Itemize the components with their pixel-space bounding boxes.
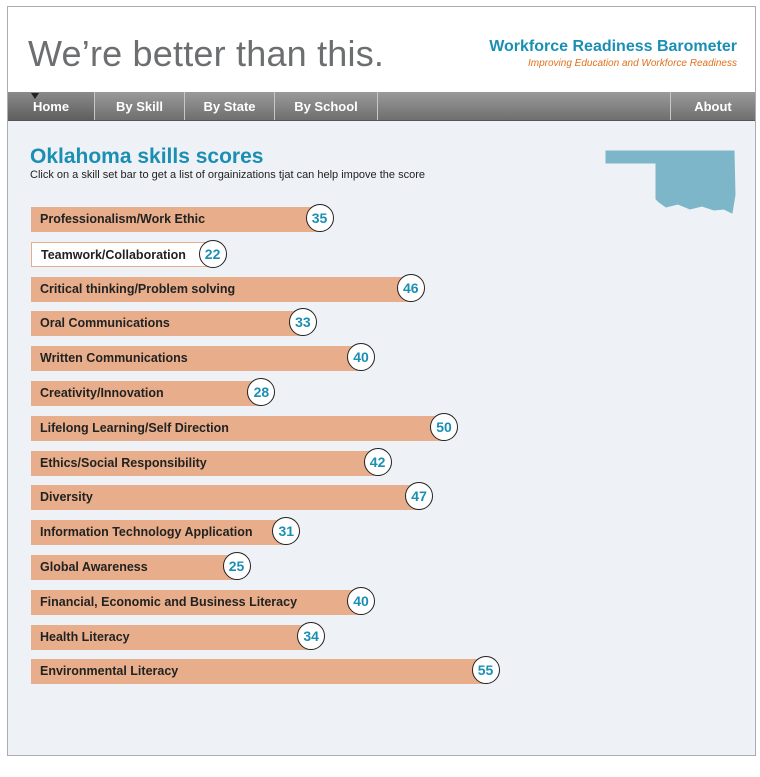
skill-bar-label: Written Communications	[40, 351, 188, 366]
header: We’re better than this. Workforce Readin…	[8, 7, 755, 92]
skill-score-badge: 40	[347, 586, 375, 615]
nav-by-skill[interactable]: By Skill	[95, 92, 185, 120]
nav-bar: Home By Skill By State By School About	[8, 92, 755, 121]
brand-subtitle: Improving Education and Workforce Readin…	[528, 58, 737, 69]
skill-score-badge: 34	[297, 621, 326, 650]
skill-bar[interactable]: Oral Communications 33	[31, 308, 317, 337]
brand-title[interactable]: Workforce Readiness Barometer	[489, 38, 737, 55]
page-title: Oklahoma skills scores	[30, 145, 264, 168]
skill-bar[interactable]: Lifelong Learning/Self Direction 50	[31, 412, 458, 441]
skill-bar[interactable]: Written Communications 40	[31, 343, 375, 372]
brand[interactable]: Workforce Readiness Barometer Improving …	[489, 38, 737, 69]
oklahoma-map-icon[interactable]	[604, 143, 738, 215]
nav-by-school[interactable]: By School	[275, 92, 378, 120]
skill-bar-label: Global Awareness	[40, 560, 148, 574]
skill-score-badge: 46	[396, 273, 425, 302]
skill-score-badge: 25	[222, 552, 251, 580]
skill-score-badge: 55	[471, 656, 500, 685]
skill-bar-label: Creativity/Innovation	[40, 386, 164, 400]
skill-bar-label: Professionalism/Work Ethic	[40, 212, 206, 226]
skill-bar-label: Environmental Literacy	[40, 664, 179, 679]
skill-bar[interactable]: Information Technology Application 31	[31, 517, 301, 546]
nav-home-label: Home	[32, 99, 70, 114]
nav-about[interactable]: About	[670, 92, 755, 120]
skill-score-badge: 40	[347, 343, 375, 372]
skill-bar[interactable]: Health Literacy 34	[31, 621, 326, 650]
skill-bar-label: Diversity	[40, 490, 93, 505]
skill-score-badge: 42	[363, 447, 392, 476]
skill-bar[interactable]: Financial, Economic and Business Literac…	[31, 586, 375, 615]
skill-bar[interactable]: Diversity 47	[31, 482, 434, 511]
skill-score-badge: 50	[430, 412, 458, 441]
skill-bar[interactable]: Environmental Literacy 55	[31, 656, 500, 685]
skill-bar-label: Lifelong Learning/Self Direction	[40, 420, 229, 435]
skill-bar-label: Financial, Economic and Business Literac…	[40, 594, 298, 609]
skill-bar[interactable]: Creativity/Innovation 28	[31, 378, 276, 406]
skill-bar[interactable]: Teamwork/Collaboration 22	[31, 239, 227, 268]
skill-score-badge: 47	[405, 482, 434, 511]
tagline: We’re better than this.	[28, 33, 385, 74]
instructions: Click on a skill set bar to get a list o…	[30, 169, 425, 181]
skill-bar-label: Health Literacy	[40, 629, 130, 644]
skill-bar[interactable]: Ethics/Social Responsibility 42	[31, 447, 392, 476]
skill-score-badge: 33	[288, 308, 317, 337]
page-frame: We’re better than this. Workforce Readin…	[7, 6, 756, 756]
skill-bar[interactable]: Global Awareness 25	[31, 552, 251, 580]
skill-score-badge: 35	[305, 204, 334, 232]
skill-bar[interactable]: Critical thinking/Problem solving 46	[31, 273, 425, 302]
skill-bar-label: Information Technology Application	[40, 525, 253, 540]
skill-score-badge: 31	[272, 517, 301, 546]
skill-bar[interactable]: Professionalism/Work Ethic 35	[31, 204, 334, 232]
caret-down-icon	[31, 93, 39, 99]
nav-home[interactable]: Home	[8, 92, 95, 120]
skill-bar-label: Oral Communications	[40, 316, 170, 331]
skill-score-badge: 22	[198, 239, 227, 268]
nav-by-state[interactable]: By State	[185, 92, 275, 120]
skill-bar-label: Critical thinking/Problem solving	[40, 281, 236, 296]
skill-score-badge: 28	[247, 378, 276, 406]
skill-bar-label: Teamwork/Collaboration	[41, 247, 186, 262]
skill-bar-label: Ethics/Social Responsibility	[40, 455, 207, 470]
